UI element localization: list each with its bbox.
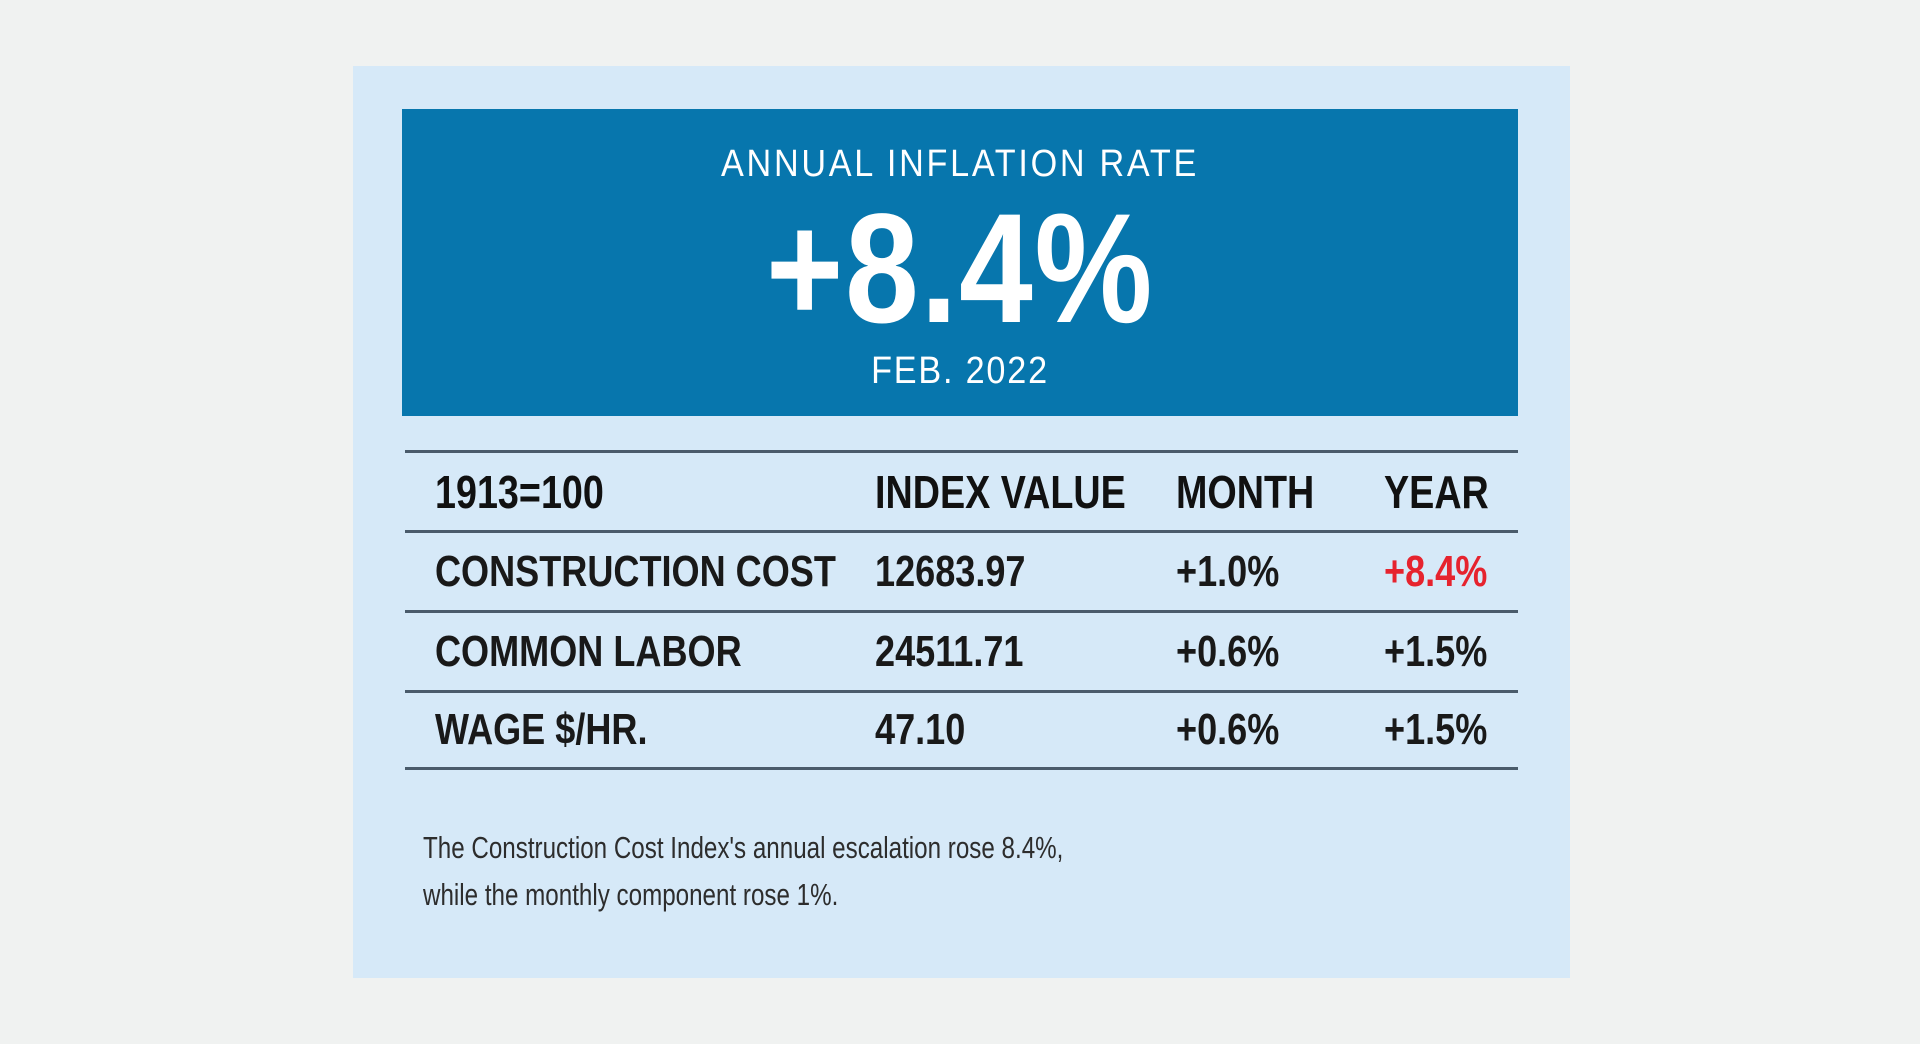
footnote: The Construction Cost Index's annual esc… [423,824,1244,918]
footnote-line: while the monthly component rose 1%. [423,877,839,912]
cost-index-table: 1913=100 INDEX VALUE MONTH YEAR CONSTRUC… [405,450,1518,770]
year-change-cell: +8.4% [1384,546,1488,596]
inflation-rate-value: +8.4% [765,182,1155,356]
table-header-row: 1913=100 INDEX VALUE MONTH YEAR [405,450,1518,530]
index-value-cell: 47.10 [875,705,966,754]
table-row-construction-cost: CONSTRUCTION COST 12683.97 +1.0% +8.4% [405,530,1518,610]
inflation-banner: ANNUAL INFLATION RATE +8.4% FEB. 2022 [402,109,1518,416]
month-change-cell: +0.6% [1176,705,1280,754]
month-change-cell: +1.0% [1176,546,1280,596]
column-header-base: 1913=100 [435,465,604,518]
year-change-cell: +1.5% [1384,626,1488,676]
column-header-index-value: INDEX VALUE [875,465,1126,518]
row-label: WAGE $/HR. [435,705,648,754]
row-label: CONSTRUCTION COST [435,546,836,596]
index-value-cell: 12683.97 [875,546,1026,596]
table-row-common-labor: COMMON LABOR 24511.71 +0.6% +1.5% [405,610,1518,690]
inflation-rate-period: FEB. 2022 [871,350,1049,392]
infographic-card: ANNUAL INFLATION RATE +8.4% FEB. 2022 19… [353,66,1570,978]
year-change-cell: +1.5% [1384,705,1488,754]
index-value-cell: 24511.71 [875,626,1024,676]
banner-title: ANNUAL INFLATION RATE [721,143,1199,185]
column-header-month: MONTH [1176,465,1315,518]
column-header-year: YEAR [1384,465,1489,518]
footnote-line: The Construction Cost Index's annual esc… [423,830,1064,865]
month-change-cell: +0.6% [1176,626,1280,676]
table-row-wage: WAGE $/HR. 47.10 +0.6% +1.5% [405,690,1518,770]
row-label: COMMON LABOR [435,626,742,676]
